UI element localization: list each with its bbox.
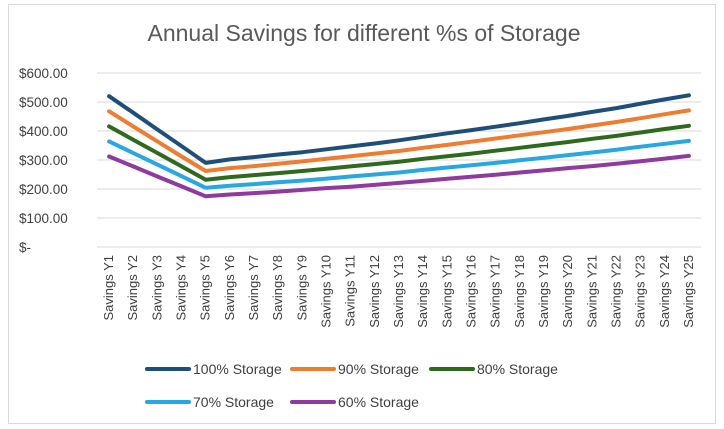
x-tick-label: Savings Y21 <box>584 255 599 328</box>
series-line-100-storage[interactable] <box>107 93 691 165</box>
chart-title: Annual Savings for different %s of Stora… <box>147 20 580 46</box>
x-tick-label: Savings Y15 <box>439 255 454 328</box>
x-tick-label: Savings Y16 <box>463 255 478 328</box>
y-tick-label: $500.00 <box>19 95 68 110</box>
chart-svg: Annual Savings for different %s of Stora… <box>19 20 701 410</box>
x-tick-label: Savings Y3 <box>149 255 164 321</box>
x-tick-label: Savings Y14 <box>415 255 430 328</box>
chart-frame[interactable]: Annual Savings for different %s of Stora… <box>8 4 716 424</box>
series-line-90-storage[interactable] <box>107 108 691 173</box>
y-tick-label: $200.00 <box>19 182 68 197</box>
x-tick-label: Savings Y25 <box>681 255 696 328</box>
gridlines <box>97 72 701 248</box>
x-tick-label: Savings Y24 <box>657 255 672 328</box>
series-line-70-storage[interactable] <box>107 138 691 190</box>
series-lines <box>107 93 691 199</box>
y-tick-label: $400.00 <box>19 124 68 139</box>
x-axis-ticks: Savings Y1 Savings Y2 Savings Y3 Savings Y4… <box>101 255 696 328</box>
x-tick-label: Savings Y22 <box>608 255 623 328</box>
legend-label: 90% Storage <box>338 361 419 377</box>
x-tick-label: Savings Y18 <box>512 255 527 328</box>
x-tick-label: Savings Y9 <box>294 255 309 321</box>
x-tick-label: Savings Y2 <box>125 255 140 321</box>
x-tick-label: Savings Y19 <box>536 255 551 328</box>
legend-label: 70% Storage <box>193 394 274 410</box>
legend-label: 60% Storage <box>338 394 419 410</box>
y-axis-ticks: $600.00 $500.00 $400.00 $300.00 $200.00 $100.… <box>19 66 68 255</box>
x-tick-label: Savings Y11 <box>343 255 358 327</box>
x-tick-label: Savings Y8 <box>270 255 285 321</box>
series-line-80-storage[interactable] <box>107 123 691 182</box>
x-tick-label: Savings Y12 <box>367 255 382 328</box>
x-tick-label: Savings Y17 <box>488 255 503 328</box>
x-tick-label: Savings Y1 <box>101 255 116 321</box>
legend-label: 100% Storage <box>193 361 282 377</box>
x-tick-label: Savings Y5 <box>198 255 213 321</box>
y-tick-label: $300.00 <box>19 153 68 168</box>
legend-label: 80% Storage <box>477 361 558 377</box>
x-tick-label: Savings Y13 <box>391 255 406 328</box>
x-tick-label: Savings Y10 <box>319 255 334 328</box>
series-line-60-storage[interactable] <box>107 153 691 199</box>
x-tick-label: Savings Y6 <box>222 255 237 321</box>
y-tick-label: $100.00 <box>19 211 68 226</box>
x-tick-label: Savings Y7 <box>246 255 261 321</box>
y-tick-label: $- <box>19 240 31 255</box>
x-tick-label: Savings Y20 <box>560 255 575 328</box>
y-tick-label: $600.00 <box>19 66 68 81</box>
legend: 100% Storage 90% Storage 80% Storage 70% St… <box>145 361 558 410</box>
x-tick-label: Savings Y4 <box>174 255 189 321</box>
x-tick-label: Savings Y23 <box>633 255 648 328</box>
